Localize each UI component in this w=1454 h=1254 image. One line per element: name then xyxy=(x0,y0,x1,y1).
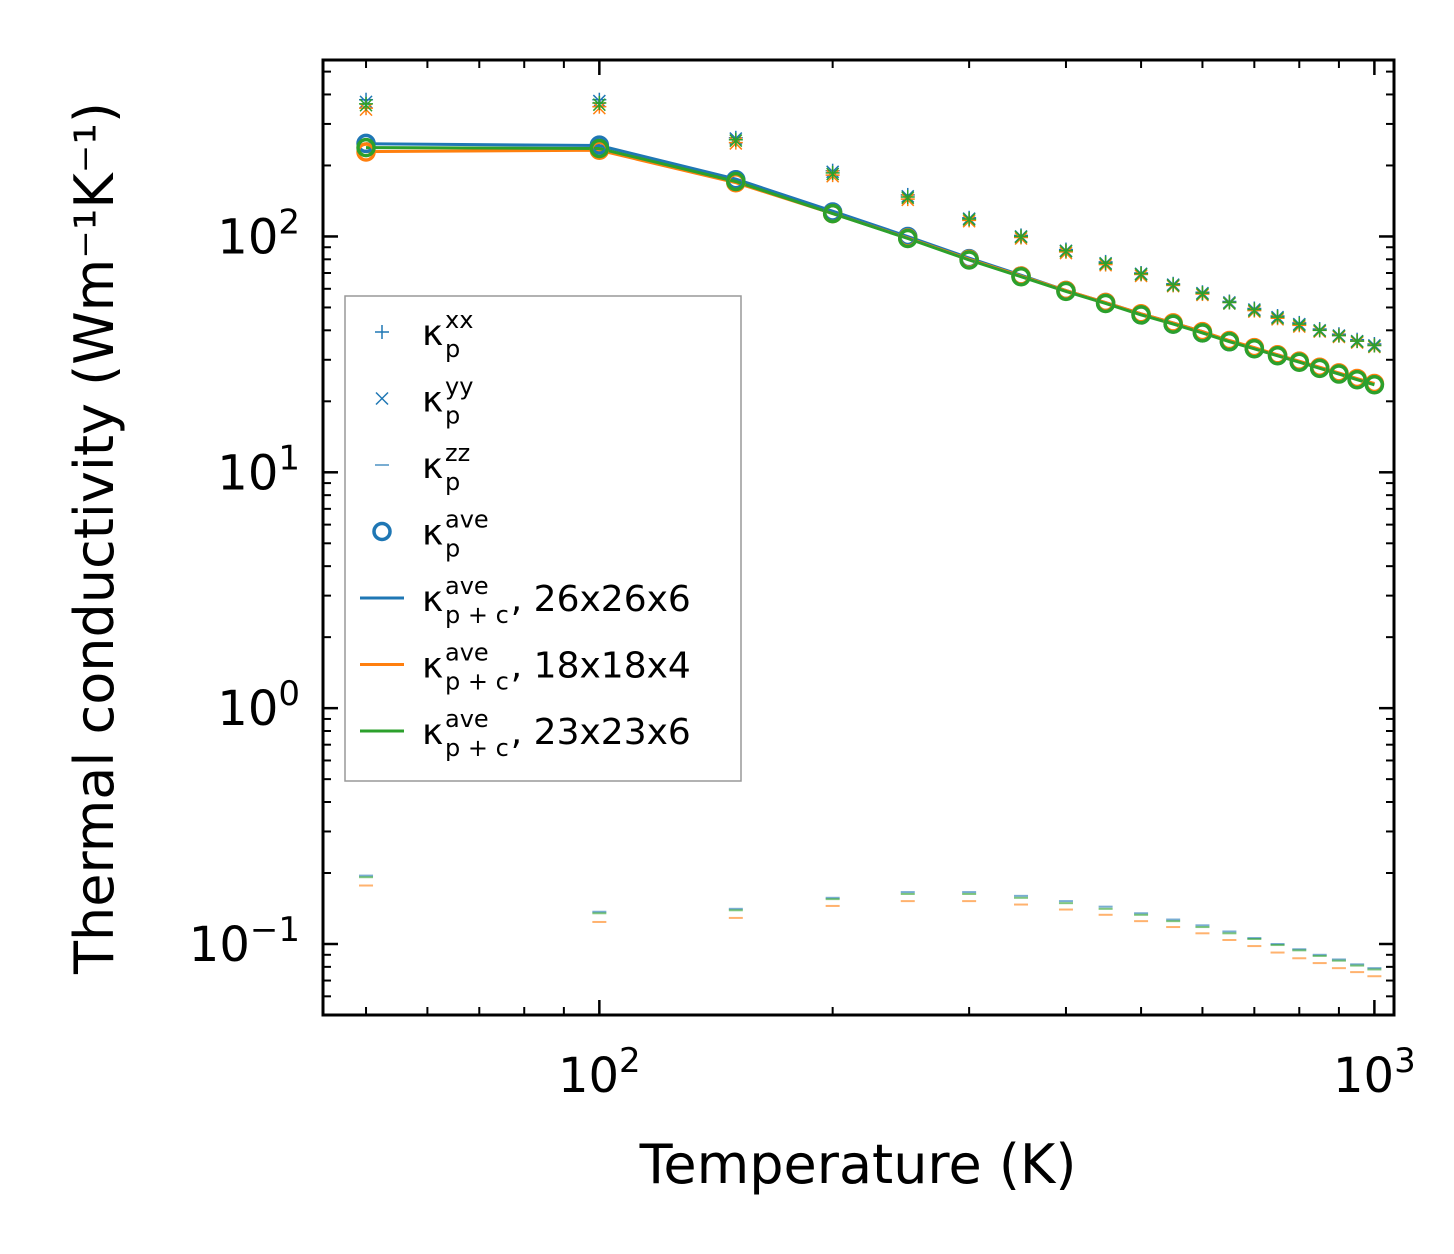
legend-suffix: , 23x23x6 xyxy=(511,712,691,753)
tick-labels: 102 103 10−1 100 101 102 xyxy=(189,202,1416,1104)
x-tick-label: 103 xyxy=(1333,1041,1416,1104)
kyy-point xyxy=(1166,278,1180,292)
series-layer xyxy=(356,92,1385,978)
kave-point xyxy=(1329,364,1349,384)
kyy-point xyxy=(826,167,840,181)
legend-sup: xx xyxy=(445,306,473,334)
legend-sub: p + c xyxy=(445,668,509,696)
kave-point xyxy=(959,250,979,270)
legend-kappa: κ xyxy=(422,513,443,554)
legend-entry-kzz: κ zzp xyxy=(375,439,470,496)
kave-point xyxy=(726,171,746,192)
kyy-point xyxy=(1059,244,1073,258)
kyy-point xyxy=(1134,267,1148,281)
kave-point xyxy=(1289,352,1310,372)
legend-sub: p xyxy=(445,402,460,430)
legend-frame xyxy=(344,295,742,782)
y-tick-label: 102 xyxy=(217,202,300,265)
kyy-point xyxy=(1292,318,1306,332)
kyy-point xyxy=(1195,287,1209,301)
kave-point xyxy=(1131,305,1151,325)
kave-point xyxy=(589,138,610,159)
kave-point xyxy=(1244,339,1265,359)
kave-point xyxy=(1364,375,1385,395)
x-tick-label: 102 xyxy=(558,1041,641,1104)
y-tick-label: 10−1 xyxy=(189,910,300,973)
y-tick-label: 100 xyxy=(217,674,300,737)
legend-circle-icon xyxy=(372,521,392,542)
legend-sup: yy xyxy=(445,373,473,401)
kyy-point xyxy=(1247,304,1261,318)
legend-sup: ave xyxy=(445,705,489,733)
kave-point xyxy=(1267,346,1288,366)
kave-point xyxy=(898,228,918,249)
legend-sup: ave xyxy=(445,572,489,600)
kyy-point xyxy=(1350,335,1364,349)
y-tick-label: 101 xyxy=(217,438,300,501)
kave-point xyxy=(1163,314,1183,334)
kave-point xyxy=(1011,266,1031,287)
kyy-point xyxy=(592,98,606,112)
plot-frame xyxy=(321,58,1396,1017)
legend-kappa: κ xyxy=(422,313,443,354)
legend-kappa: κ xyxy=(422,446,443,487)
legend-sub: p xyxy=(445,468,460,496)
kave-point xyxy=(1219,331,1240,352)
legend-suffix: , 18x18x4 xyxy=(511,646,691,687)
legend-sub: p + c xyxy=(445,601,509,629)
legend-sup: ave xyxy=(445,506,489,534)
kave-point xyxy=(1347,369,1367,390)
kyy-point xyxy=(359,98,373,112)
legend-sub: p xyxy=(445,535,460,563)
kyy-point xyxy=(901,191,915,205)
kyy-point xyxy=(1222,296,1236,310)
legend-sub: p + c xyxy=(445,734,509,762)
kyy-point xyxy=(729,134,743,148)
legend-kappa: κ xyxy=(422,380,443,421)
legend-suffix: , 26x26x6 xyxy=(511,579,691,620)
kave-point xyxy=(1192,323,1213,343)
legend-kappa: κ xyxy=(422,646,443,687)
kyy-point xyxy=(1332,329,1346,343)
legend-entry-kyy: κ yyp xyxy=(375,373,473,430)
legend-kappa: κ xyxy=(422,579,443,620)
kave-point xyxy=(1309,358,1330,379)
legend-x-icon xyxy=(375,391,389,406)
kyy-point xyxy=(1099,257,1113,271)
legend-sub: p xyxy=(445,335,460,363)
kyy-point xyxy=(1367,339,1381,353)
legend-sup: ave xyxy=(445,639,489,667)
kave-point xyxy=(356,137,376,158)
kave-point xyxy=(822,203,843,224)
legend-entry-kxx: κ xxp xyxy=(375,306,473,363)
y-axis-label: Thermal conductivity (Wm⁻¹K⁻¹) xyxy=(63,102,126,975)
kave-point xyxy=(1095,293,1116,314)
series-23x23x6 xyxy=(359,96,1382,971)
kyy-point xyxy=(1014,230,1028,244)
kyy-point xyxy=(1313,324,1327,338)
kyy-point xyxy=(1271,311,1285,325)
legend-sup: zz xyxy=(445,439,470,467)
kpc-line-23x23x6 xyxy=(365,146,1375,387)
legend-kappa: κ xyxy=(422,712,443,753)
kave-point xyxy=(1056,281,1076,302)
x-axis-label: Temperature (K) xyxy=(639,1133,1077,1196)
kyy-point xyxy=(962,212,976,227)
